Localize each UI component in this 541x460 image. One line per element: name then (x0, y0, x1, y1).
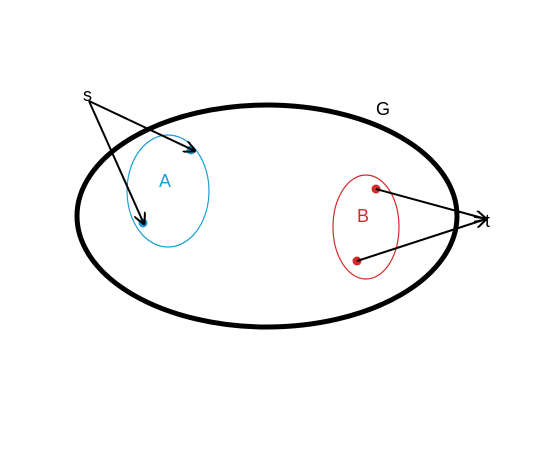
label-sink-t: t (485, 211, 490, 231)
graph-g-boundary (74, 102, 460, 330)
label-graph-g: G (376, 99, 390, 119)
label-set-a: A (159, 171, 171, 191)
set-a-boundary (126, 134, 210, 248)
edge-b-bottom-to-t (356, 219, 486, 262)
edge-s-to-a-bottom (88, 100, 144, 224)
label-set-b: B (357, 206, 369, 226)
edge-b-top-to-t (375, 188, 486, 219)
set-b-boundary (332, 174, 400, 280)
label-source-s: s (83, 85, 92, 105)
edge-s-to-a-top (88, 100, 195, 151)
